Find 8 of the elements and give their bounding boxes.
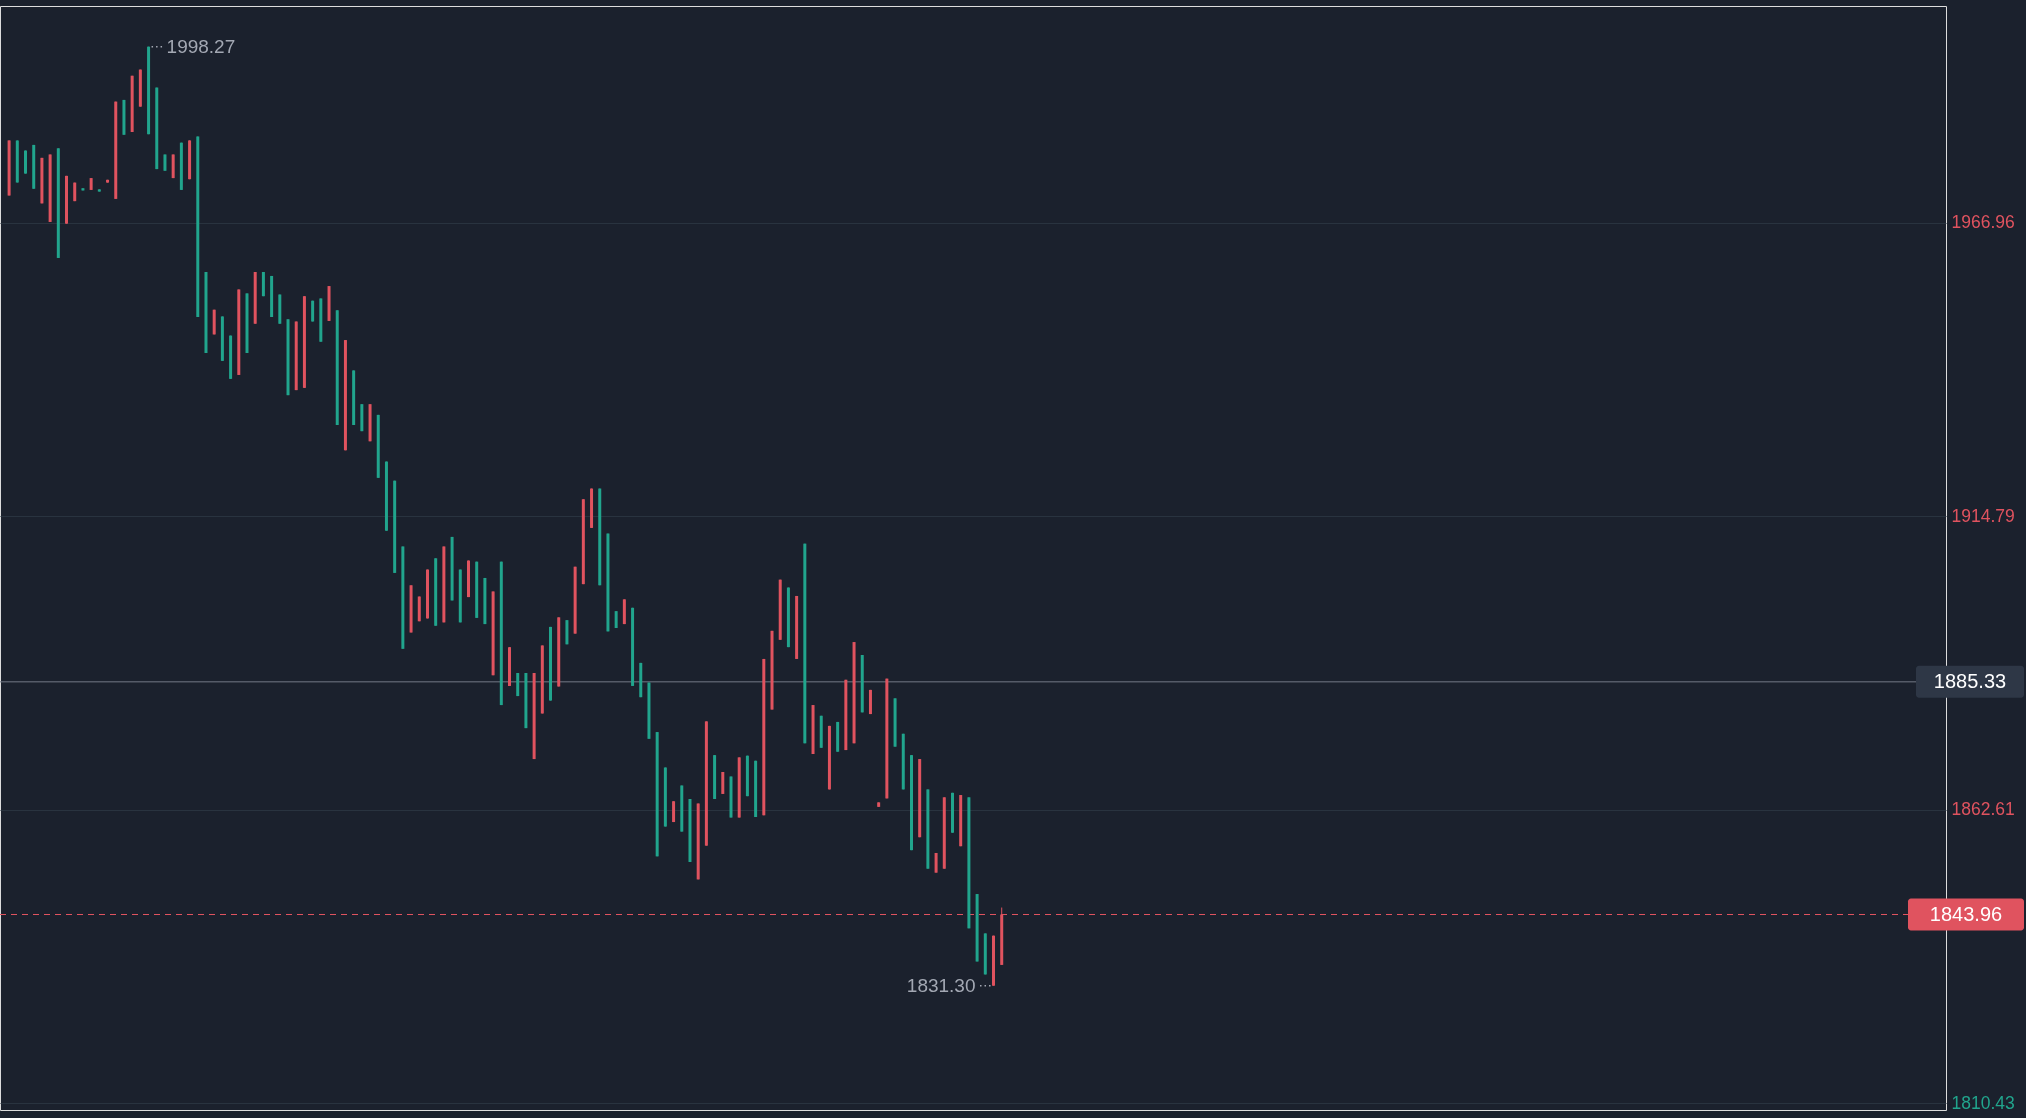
y-tick-label: 1810.43 (1951, 1092, 2015, 1113)
y-tick-label: 1914.79 (1951, 505, 2015, 526)
ref-line-label: 1885.33 (1933, 669, 2007, 692)
y-tick-label: 1966.96 (1951, 212, 2015, 233)
annotation: 1998.27 (166, 35, 236, 57)
y-tick-label: 1862.61 (1951, 799, 2015, 820)
annotation: 1831.30 (906, 974, 976, 996)
ref-line-label: 1843.96 (1929, 902, 2003, 925)
